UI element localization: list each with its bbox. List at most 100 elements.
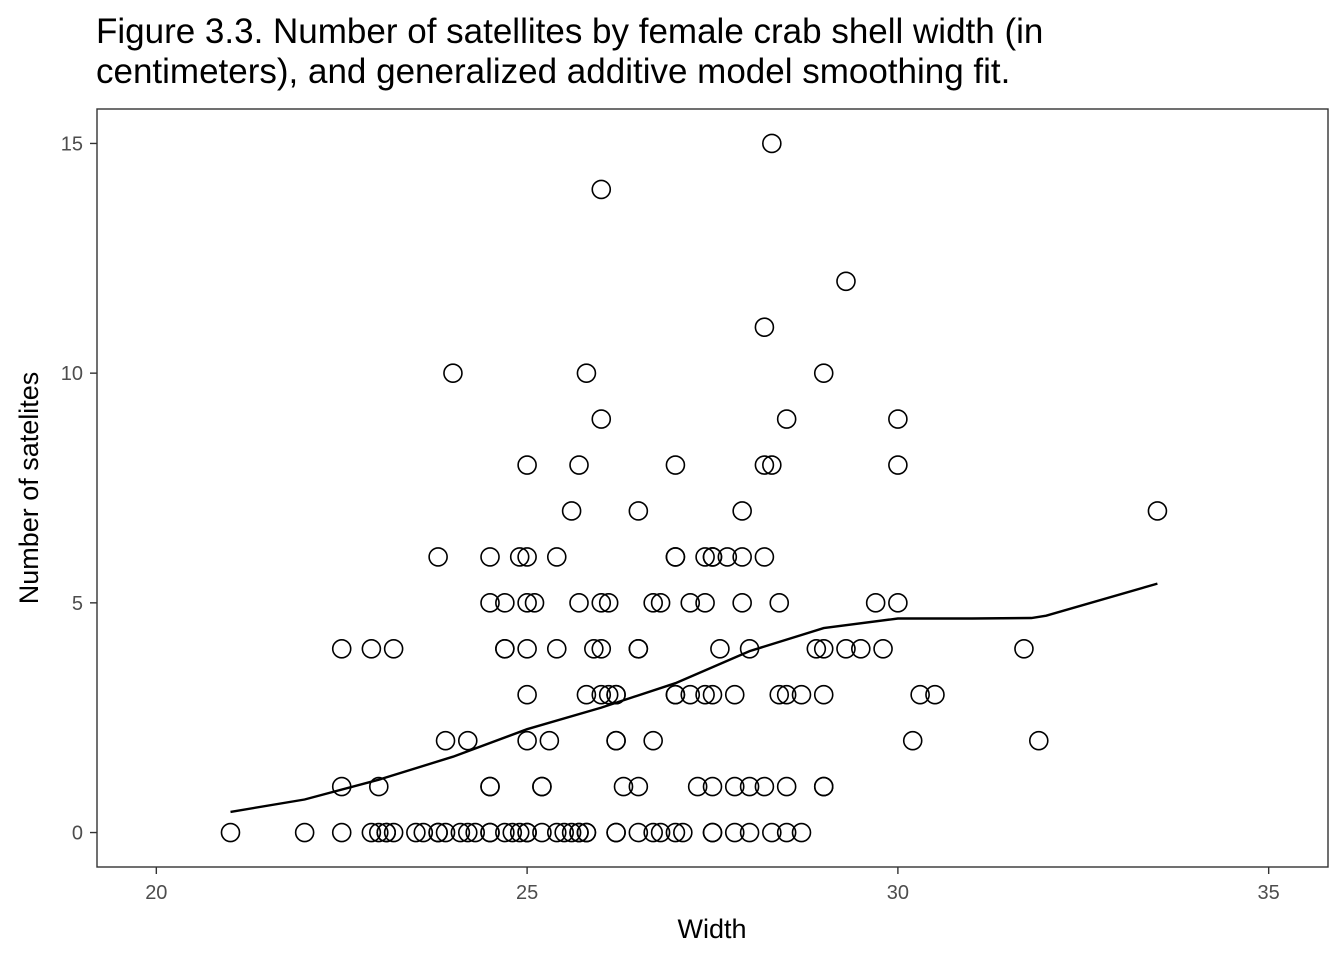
x-tick-label: 35	[1258, 882, 1280, 904]
data-point	[762, 133, 782, 154]
data-point	[739, 638, 760, 659]
data-point	[406, 822, 426, 843]
data-point	[606, 730, 626, 751]
data-point	[739, 822, 760, 843]
data-point	[480, 822, 500, 843]
data-point	[813, 638, 834, 659]
data-point	[643, 730, 663, 751]
chart-title-line-2: centimeters), and generalized additive m…	[96, 52, 1011, 91]
data-point	[509, 822, 530, 843]
data-point	[687, 776, 708, 797]
data-point	[539, 730, 560, 751]
data-point	[673, 822, 693, 843]
data-point	[762, 455, 782, 475]
data-point	[643, 593, 663, 613]
x-axis-title: Width	[677, 914, 746, 944]
data-point	[591, 684, 612, 705]
data-point	[569, 593, 589, 613]
data-point	[613, 776, 634, 797]
data-point	[495, 638, 515, 659]
data-point	[1028, 730, 1049, 751]
x-tick-label: 20	[145, 882, 167, 904]
data-point	[450, 822, 471, 843]
data-point	[576, 363, 597, 383]
data-point	[695, 547, 715, 567]
data-point	[220, 822, 241, 843]
data-point	[776, 822, 797, 843]
data-point	[591, 409, 612, 429]
data-point	[739, 776, 760, 797]
data-point	[836, 271, 856, 292]
data-point	[480, 776, 500, 797]
data-point	[331, 822, 352, 843]
data-point	[643, 822, 663, 843]
data-point	[754, 547, 775, 567]
data-point	[517, 547, 537, 567]
gam-smooth-line	[230, 582, 1158, 814]
data-point	[910, 684, 930, 705]
data-point	[695, 684, 715, 705]
data-point	[443, 363, 463, 383]
data-point	[762, 822, 782, 843]
data-point	[294, 822, 315, 843]
x-axis: 20 25 30 35	[145, 867, 1280, 904]
data-point	[851, 638, 871, 659]
data-point	[457, 730, 478, 751]
data-point	[888, 409, 908, 429]
data-point	[576, 684, 597, 705]
data-point	[724, 822, 745, 843]
data-point	[776, 776, 797, 797]
data-point	[502, 822, 523, 843]
data-point	[754, 776, 775, 797]
data-point	[813, 684, 834, 705]
data-point	[873, 638, 893, 659]
data-point	[1147, 501, 1168, 521]
data-point	[717, 547, 738, 567]
data-point	[546, 822, 567, 843]
data-point	[724, 776, 745, 797]
data-point	[383, 822, 404, 843]
data-point	[517, 638, 537, 659]
data-point	[754, 317, 775, 338]
data-point	[813, 776, 834, 797]
data-point	[1014, 638, 1034, 659]
data-point	[665, 547, 686, 567]
data-point	[732, 593, 752, 613]
data-point	[495, 822, 515, 843]
data-point	[435, 730, 456, 751]
data-point	[769, 593, 790, 613]
data-point	[591, 593, 612, 613]
data-point	[628, 501, 649, 521]
data-point	[561, 822, 582, 843]
plot-panel	[96, 108, 1329, 868]
data-point	[769, 684, 790, 705]
data-point	[754, 455, 775, 475]
data-point	[665, 684, 686, 705]
data-point	[561, 501, 582, 521]
data-point	[598, 684, 619, 705]
data-point	[925, 684, 945, 705]
data-point	[702, 822, 723, 843]
data-point	[428, 547, 448, 567]
data-point	[888, 593, 908, 613]
data-point	[606, 684, 626, 705]
data-point	[702, 776, 723, 797]
data-point	[695, 593, 715, 613]
data-point	[591, 179, 612, 200]
data-point	[680, 684, 701, 705]
data-point	[584, 638, 604, 659]
data-point	[628, 638, 649, 659]
y-tick-label: 10	[61, 363, 83, 385]
data-point	[517, 822, 537, 843]
data-point	[361, 638, 382, 659]
data-point	[650, 593, 671, 613]
data-point	[428, 822, 448, 843]
data-point	[546, 547, 567, 567]
data-point	[776, 684, 797, 705]
data-point	[776, 409, 797, 429]
data-point	[598, 593, 619, 613]
data-point	[376, 822, 397, 843]
data-point	[532, 776, 552, 797]
data-point	[368, 822, 389, 843]
